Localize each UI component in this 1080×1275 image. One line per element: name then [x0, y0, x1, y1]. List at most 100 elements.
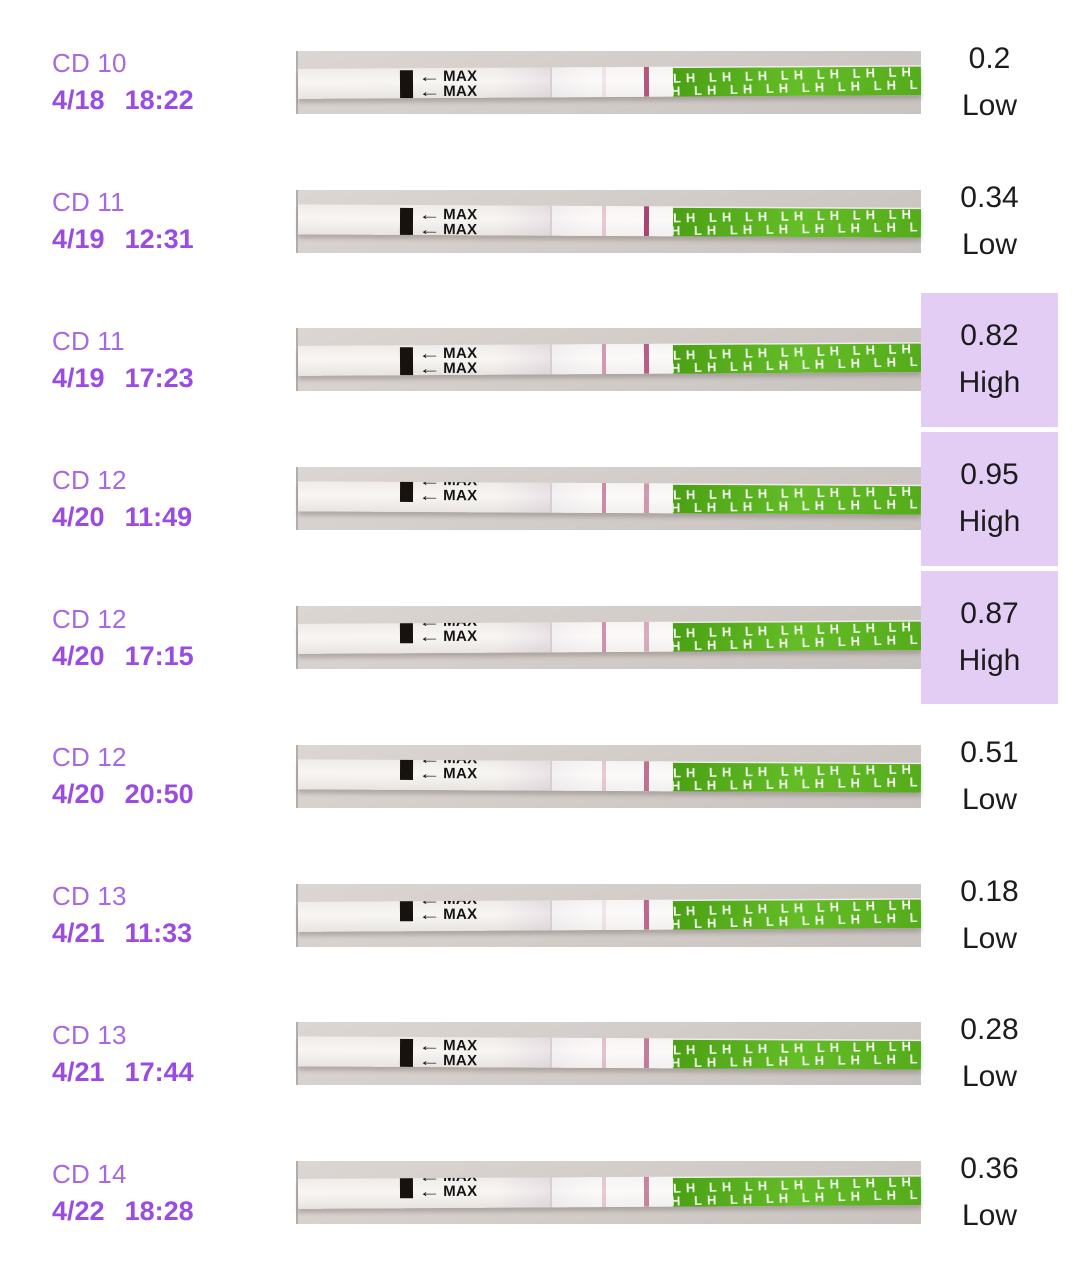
test-line-left: [601, 1177, 607, 1208]
lh-value: 0.36: [960, 1152, 1019, 1186]
test-line-right: [643, 1177, 649, 1208]
entry-label: CD 12 4/20 11:49: [0, 429, 296, 568]
cycle-day-label: CD 11: [52, 325, 125, 356]
result-column: 0.95 High: [921, 429, 1080, 568]
lh-pattern-text: LH LH LH LH LH LH LH LH LH LH LH LH LH L…: [672, 771, 922, 793]
lh-test-strip: ←MAX ←MAX LH LH LH LH LH LH LH LH LH LH …: [297, 481, 922, 515]
test-strip-photo[interactable]: ←MAX ←MAX LH LH LH LH LH LH LH LH LH LH …: [296, 744, 922, 808]
entry-label: CD 11 4/19 17:23: [0, 291, 296, 430]
max-bar: [400, 70, 414, 99]
lh-test-strip: ←MAX ←MAX LH LH LH LH LH LH LH LH LH LH …: [297, 204, 922, 238]
max-bar: [400, 347, 414, 376]
max-marking: ←MAX ←MAX: [400, 897, 477, 923]
test-strip-photo[interactable]: ←MAX ←MAX LH LH LH LH LH LH LH LH LH LH …: [296, 606, 922, 670]
cycle-day-label: CD 11: [52, 187, 125, 218]
test-strip-photo[interactable]: ←MAX ←MAX LH LH LH LH LH LH LH LH LH LH …: [296, 1022, 922, 1086]
test-line-left: [601, 66, 607, 97]
left-arrow-icon: ←: [418, 1051, 442, 1070]
test-entry-row[interactable]: CD 11 4/19 12:31 ← MAX ← MAX LH LH LH LH LH…: [0, 152, 1080, 291]
lh-pattern-text: LH LH LH LH LH LH LH LH LH LH LH LH LH L…: [672, 215, 922, 238]
lh-value: 0.2: [968, 41, 1011, 75]
test-time: 11:49: [124, 501, 193, 532]
strip-result-window: [549, 482, 674, 514]
lh-level: High: [958, 505, 1021, 539]
cycle-day-label: CD 14: [52, 1158, 127, 1189]
test-time: 18:28: [124, 1195, 194, 1226]
max-label: MAX: [443, 220, 478, 238]
max-marking: ←MAX ←MAX: [400, 481, 478, 505]
strip-result-window: [549, 621, 674, 653]
max-label: MAX: [443, 1052, 478, 1070]
test-time: 17:44: [124, 1056, 194, 1087]
test-line-right: [643, 621, 649, 652]
lh-value: 0.34: [960, 180, 1019, 214]
test-entry-row[interactable]: CD 10 4/18 18:22 ← MAX ← MAX LH LH LH LH LH…: [0, 13, 1080, 152]
entry-label: CD 12 4/20 17:15: [0, 568, 296, 707]
lh-test-strip: ←MAX ←MAX LH LH LH LH LH LH LH LH LH LH …: [297, 620, 922, 654]
strip-result-window: [549, 1176, 674, 1208]
lh-level: Low: [961, 782, 1018, 816]
test-entry-row[interactable]: CD 12 4/20 20:50 ←MAX ←MAX LH LH LH LH LH…: [0, 707, 1080, 846]
test-line-left: [601, 344, 607, 375]
test-line-left: [601, 205, 607, 236]
max-label: MAX: [443, 360, 478, 377]
left-arrow-icon: ←: [418, 81, 442, 99]
cycle-day-label: CD 13: [52, 1019, 127, 1050]
test-line-right: [643, 344, 649, 375]
left-arrow-icon: ←: [418, 763, 442, 783]
result-column: 0.2 Low: [921, 13, 1080, 152]
strip-handle: LH LH LH LH LH LH LH LH LH LH LH LH LH L…: [672, 762, 922, 793]
test-line-right: [643, 761, 649, 792]
test-strip-photo[interactable]: ←MAX ←MAX LH LH LH LH LH LH LH LH LH LH …: [296, 50, 922, 114]
max-marking: ←MAX ←MAX: [400, 205, 478, 238]
test-date: 4/19: [52, 362, 105, 393]
max-label: MAX: [443, 205, 478, 223]
lh-pattern-text: LH LH LH LH LH LH LH LH LH LH LH LH LH L…: [672, 1048, 922, 1071]
test-time: 12:31: [124, 224, 194, 255]
test-strip-photo[interactable]: ←MAX ←MAX LH LH LH LH LH LH LH LH LH LH …: [296, 189, 922, 253]
max-label: MAX: [443, 487, 478, 505]
strip-result-window: [549, 899, 674, 931]
test-entry-row[interactable]: CD 11 4/19 17:23 ← MAX ← MAX LH LH LH LH LH…: [0, 291, 1080, 430]
test-line-right: [643, 899, 649, 930]
test-line-right: [643, 66, 649, 97]
test-strip-photo[interactable]: ←MAX ←MAX LH LH LH LH LH LH LH LH LH LH …: [296, 1161, 922, 1225]
result-column: 0.82 High: [921, 291, 1080, 430]
test-line-left: [601, 899, 607, 930]
test-strip-photo[interactable]: ←MAX ←MAX LH LH LH LH LH LH LH LH LH LH …: [296, 883, 922, 947]
test-entry-row[interactable]: CD 13 4/21 17:44 ← MAX ← MAX LH LH LH LH LH…: [0, 985, 1080, 1124]
left-arrow-icon: ←: [418, 904, 442, 923]
test-entry-row[interactable]: CD 14 4/22 18:28 ← MAX ← MAX LH LH LH LH LH…: [0, 1123, 1080, 1262]
lh-test-strip: ←MAX ←MAX LH LH LH LH LH LH LH LH LH LH …: [297, 1036, 922, 1071]
cycle-day-label: CD 12: [52, 742, 127, 773]
test-line-left: [601, 1038, 607, 1069]
max-bar: [400, 481, 414, 503]
lh-level: Low: [961, 88, 1018, 122]
test-entry-row[interactable]: CD 12 4/20 17:15 ← MAX ← MAX LH LH LH LH LH…: [0, 568, 1080, 707]
cycle-day-label: CD 12: [52, 603, 127, 634]
lh-value: 0.95: [960, 458, 1019, 492]
lh-test-strip: ←MAX ←MAX LH LH LH LH LH LH LH LH LH LH …: [297, 897, 922, 932]
lh-pattern-text: LH LH LH LH LH LH LH LH LH LH LH LH LH L…: [672, 493, 922, 515]
left-arrow-icon: ←: [418, 219, 442, 238]
cycle-day-label: CD 12: [52, 464, 127, 495]
entry-label: CD 14 4/22 18:28: [0, 1123, 296, 1262]
test-date: 4/18: [52, 85, 105, 116]
test-entry-row[interactable]: CD 13 4/21 11:33 ← MAX ← MAX LH LH LH LH LH…: [0, 846, 1080, 985]
test-strip-photo[interactable]: ←MAX ←MAX LH LH LH LH LH LH LH LH LH LH …: [296, 467, 922, 531]
test-date: 4/20: [52, 779, 105, 810]
test-strip-photo[interactable]: ←MAX ←MAX LH LH LH LH LH LH LH LH LH LH …: [296, 328, 922, 392]
test-date: 4/20: [52, 501, 105, 532]
test-line-right: [643, 1038, 649, 1069]
left-arrow-icon: ←: [418, 1182, 442, 1201]
test-date: 4/21: [52, 1056, 105, 1087]
max-marking: ←MAX ←MAX: [400, 67, 478, 99]
lh-value: 0.51: [960, 735, 1019, 769]
cycle-day-label: CD 13: [52, 881, 127, 912]
strip-result-window: [549, 344, 674, 375]
max-bar: [400, 207, 414, 236]
lh-level: Low: [961, 1199, 1018, 1233]
lh-test-strip: ←MAX ←MAX LH LH LH LH LH LH LH LH LH LH …: [297, 1175, 922, 1210]
test-entry-row[interactable]: CD 12 4/20 11:49 ←MAX ←MAX LH LH LH LH LH…: [0, 429, 1080, 568]
lh-level: High: [958, 366, 1021, 400]
